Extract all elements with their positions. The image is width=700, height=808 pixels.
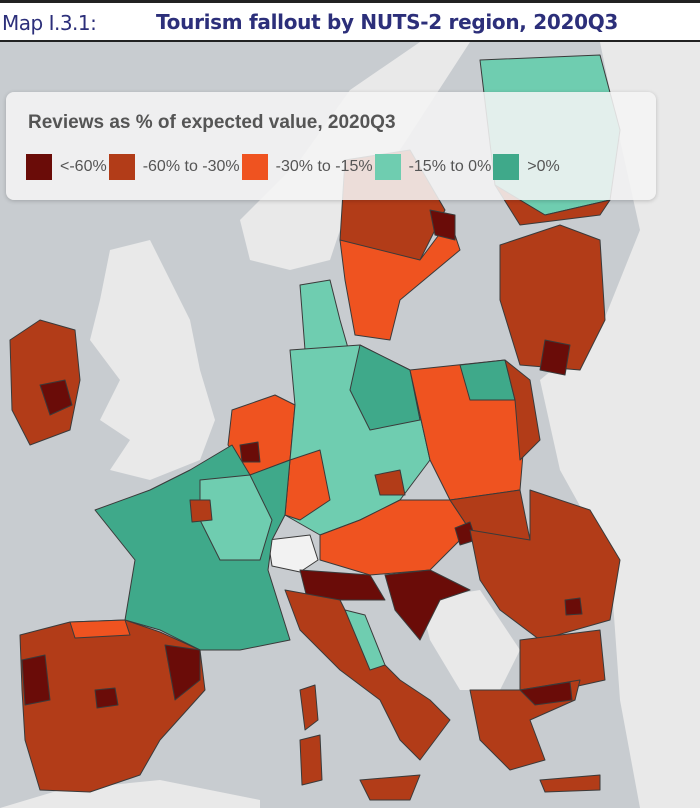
legend-item-below-60: <-60% xyxy=(26,154,109,180)
legend-item-above-0: >0% xyxy=(493,154,561,180)
region-poland-east[interactable] xyxy=(504,359,541,461)
legend-swatch xyxy=(241,154,268,180)
map-legend: Reviews as % of expected value, 2020Q3 <… xyxy=(6,92,656,200)
region-baltics[interactable] xyxy=(499,224,606,371)
region-bucharest[interactable] xyxy=(564,597,583,616)
region-catalonia[interactable] xyxy=(164,644,201,701)
legend-label: >0% xyxy=(527,158,560,175)
legend-title: Reviews as % of expected value, 2020Q3 xyxy=(28,112,396,133)
region-corsica[interactable] xyxy=(299,684,319,731)
legend-swatch xyxy=(26,154,52,180)
region-spain-north[interactable] xyxy=(69,619,131,639)
legend-swatch xyxy=(374,154,401,180)
legend-label: -60% to -30% xyxy=(142,158,240,175)
region-sweden-south[interactable] xyxy=(339,219,461,341)
region-finland-south[interactable] xyxy=(494,184,611,226)
land-east xyxy=(540,42,700,808)
legend-item-15-to-0: -15% to 0% xyxy=(374,154,494,180)
region-stockholm[interactable] xyxy=(429,209,456,241)
land-switzerland xyxy=(267,534,319,573)
region-vilnius[interactable] xyxy=(539,339,571,376)
map-number-label: Map I.3.1: xyxy=(2,11,97,35)
region-cyprus-islands[interactable] xyxy=(539,774,601,793)
region-croatia[interactable] xyxy=(384,569,471,641)
region-romania[interactable] xyxy=(469,489,621,641)
region-prague[interactable] xyxy=(374,469,406,496)
land-balkans xyxy=(420,590,520,690)
region-italy-central[interactable] xyxy=(344,609,386,671)
land-africa xyxy=(0,780,260,808)
region-germany-east[interactable] xyxy=(349,344,421,431)
legend-swatch xyxy=(108,154,135,180)
region-ireland[interactable] xyxy=(9,319,81,446)
region-dublin[interactable] xyxy=(39,379,73,416)
region-madrid[interactable] xyxy=(94,687,119,709)
legend-item-60-to-30: -60% to -30% xyxy=(108,154,242,180)
legend-item-30-to-15: -30% to -15% xyxy=(241,154,375,180)
legend-label: -15% to 0% xyxy=(408,158,492,175)
region-brussels[interactable] xyxy=(239,441,261,463)
legend-items: <-60% -60% to -30% -30% to -15% -15% to … xyxy=(26,154,562,180)
title-bar: Map I.3.1: Tourism fallout by NUTS-2 reg… xyxy=(0,0,700,42)
region-paris[interactable] xyxy=(189,499,213,523)
region-denmark[interactable] xyxy=(299,279,351,356)
choropleth-map[interactable]: Reviews as % of expected value, 2020Q3 <… xyxy=(0,42,700,808)
region-greece-north[interactable] xyxy=(519,681,573,706)
region-portugal-north[interactable] xyxy=(21,654,51,706)
legend-swatch xyxy=(493,154,520,180)
region-bulgaria[interactable] xyxy=(519,629,606,691)
legend-label: <-60% xyxy=(60,158,107,175)
land-uk xyxy=(90,240,215,480)
region-sardinia[interactable] xyxy=(299,734,323,786)
legend-label: -30% to -15% xyxy=(275,158,373,175)
map-title: Tourism fallout by NUTS-2 region, 2020Q3 xyxy=(156,10,619,34)
region-sicily[interactable] xyxy=(359,774,421,801)
